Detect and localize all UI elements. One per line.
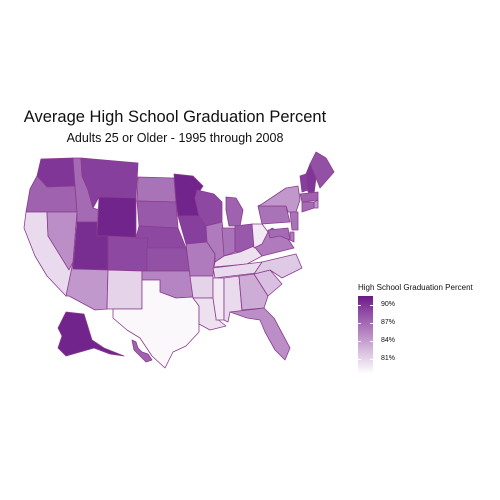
state-ks	[147, 248, 190, 271]
legend-tick-mark	[358, 359, 373, 360]
legend-tick-mark	[358, 323, 373, 324]
state-pa	[258, 206, 290, 224]
state-de	[290, 232, 294, 242]
state-nd	[137, 177, 176, 202]
legend-tick-label: 90%	[381, 301, 395, 308]
legend-color-bar	[358, 296, 373, 374]
legend-tick-label: 84%	[381, 337, 395, 344]
state-sd	[137, 201, 178, 228]
state-ct	[302, 202, 314, 212]
state-nj	[290, 212, 298, 230]
state-wy	[97, 197, 136, 238]
legend-tick-mark	[358, 341, 373, 342]
state-ri	[314, 200, 318, 208]
legend-tick-label: 87%	[381, 319, 395, 326]
state-fl	[230, 308, 290, 360]
legend-tick-mark	[358, 305, 373, 306]
state-ar	[190, 276, 213, 298]
state-nm	[107, 270, 142, 309]
state-co	[108, 236, 148, 271]
state-mi	[226, 197, 243, 226]
legend-title: High School Graduation Percent	[358, 283, 473, 292]
legend-tick-label: 81%	[381, 355, 395, 362]
state-in	[222, 228, 235, 256]
state-ma	[300, 192, 318, 202]
